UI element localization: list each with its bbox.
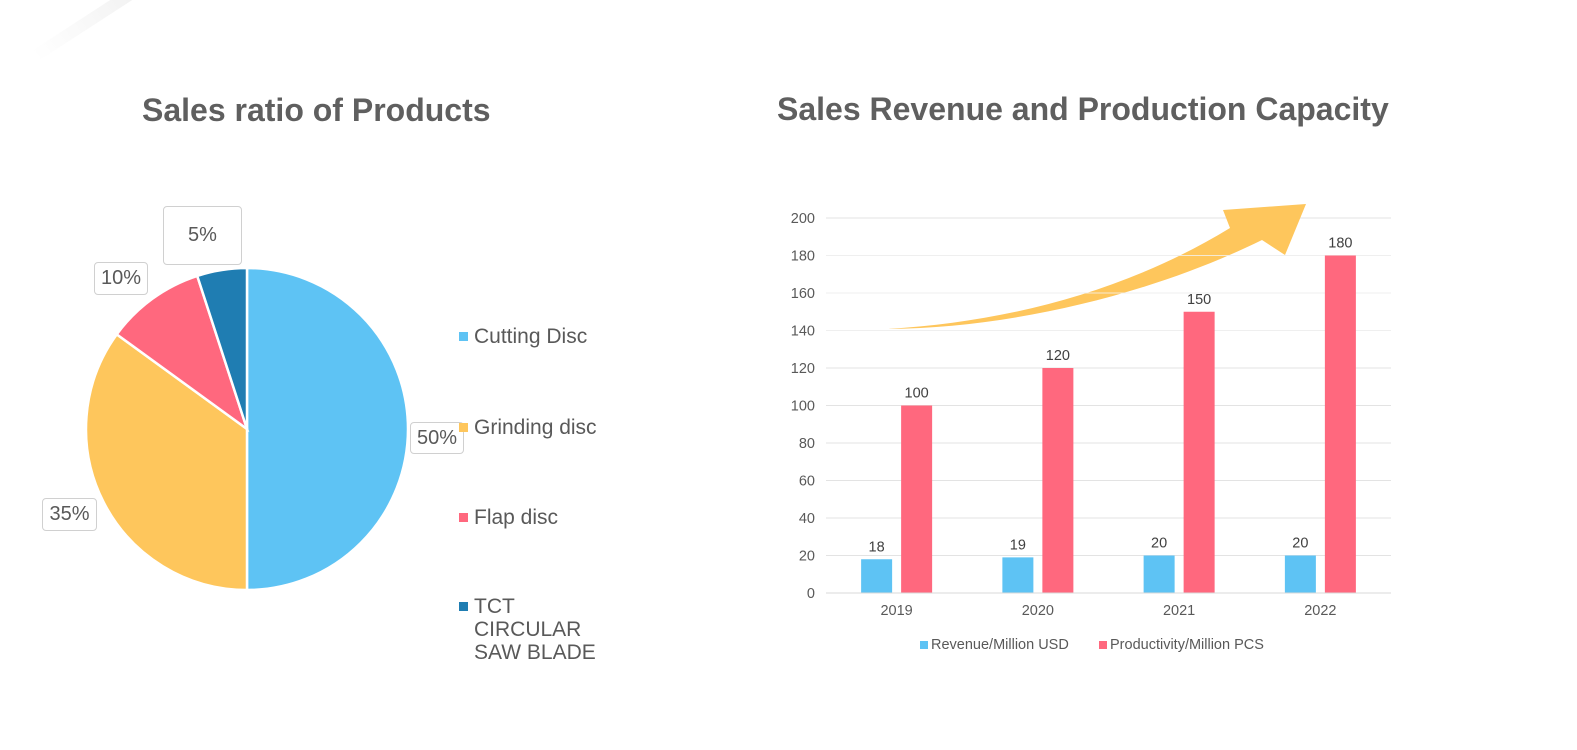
bar-revenue-2021 [1143, 555, 1175, 593]
legend-label: Revenue/Million USD [931, 637, 1069, 653]
legend-swatch [459, 423, 468, 432]
pie-legend-item-grinding-disc: Grinding disc [459, 416, 629, 439]
legend-label: Grinding disc [474, 416, 597, 439]
pie-data-label-flap-disc: 10% [94, 262, 148, 295]
bar-data-label: 100 [905, 386, 929, 402]
trend-arrow-icon [888, 204, 1306, 329]
pie-legend-item-cutting-disc: Cutting Disc [459, 325, 629, 348]
y-tick-label: 140 [791, 324, 815, 340]
pie-slice-tct-circular-saw-blade [195, 266, 249, 430]
legend-swatch [459, 602, 468, 611]
pie-slice-flap-disc [115, 274, 250, 433]
y-tick-label: 40 [799, 511, 815, 527]
legend-label: Flap disc [474, 506, 559, 529]
bar-data-label: 20 [1151, 536, 1167, 552]
legend-label: TCT CIRCULAR SAW BLADE [474, 595, 596, 664]
legend-label: Cutting Disc [474, 325, 588, 348]
bar-revenue-2019 [861, 559, 893, 593]
x-tick-label: 2020 [1022, 603, 1054, 619]
x-tick-label: 2021 [1163, 603, 1195, 619]
bar-legend-item-revenue: Revenue/Million USD [920, 637, 1069, 653]
bar-data-label: 20 [1292, 536, 1308, 552]
y-tick-label: 160 [791, 286, 815, 302]
y-tick-label: 180 [791, 249, 815, 265]
bar-data-label: 180 [1328, 236, 1352, 252]
bar-legend-item-productivity: Productivity/Million PCS [1099, 637, 1264, 653]
x-tick-label: 2022 [1304, 603, 1336, 619]
bar-chart-title: Sales Revenue and Production Capacity [777, 91, 1389, 127]
pie-data-label-cutting-disc: 50% [410, 422, 464, 454]
y-tick-label: 0 [807, 586, 815, 602]
y-tick-label: 80 [799, 436, 815, 452]
y-tick-label: 60 [799, 474, 815, 490]
bar-data-label: 18 [869, 539, 885, 555]
legend-label: Productivity/Million PCS [1110, 637, 1264, 653]
pie-legend-item-tct-circular-saw-blade: TCT CIRCULAR SAW BLADE [459, 595, 629, 664]
y-tick-label: 200 [791, 211, 815, 227]
bar-data-label: 150 [1187, 292, 1211, 308]
bar-data-label: 19 [1010, 537, 1026, 553]
pie-data-label-tct-circular-saw-blade: 5% [163, 206, 242, 265]
pie-slice-grinding-disc [84, 332, 249, 592]
x-tick-label: 2019 [880, 603, 912, 619]
bar-productivity-2020 [1042, 368, 1074, 593]
y-tick-label: 120 [791, 361, 815, 377]
bar-productivity-2022 [1324, 255, 1356, 593]
bar-productivity-2019 [901, 405, 933, 593]
pie-legend-item-flap-disc: Flap disc [459, 506, 629, 529]
pie-slice-cutting-disc [245, 266, 410, 592]
bar-revenue-2020 [1002, 557, 1034, 593]
legend-swatch [1099, 641, 1107, 649]
legend-swatch [459, 513, 468, 522]
y-tick-label: 20 [799, 549, 815, 565]
legend-swatch [459, 332, 468, 341]
bar-data-label: 120 [1046, 348, 1070, 364]
bar-productivity-2021 [1183, 311, 1215, 593]
bar-revenue-2022 [1284, 555, 1316, 593]
legend-swatch [920, 641, 928, 649]
pie-data-label-grinding-disc: 35% [42, 498, 97, 531]
pie-chart-title: Sales ratio of Products [142, 92, 491, 128]
y-tick-label: 100 [791, 399, 815, 415]
